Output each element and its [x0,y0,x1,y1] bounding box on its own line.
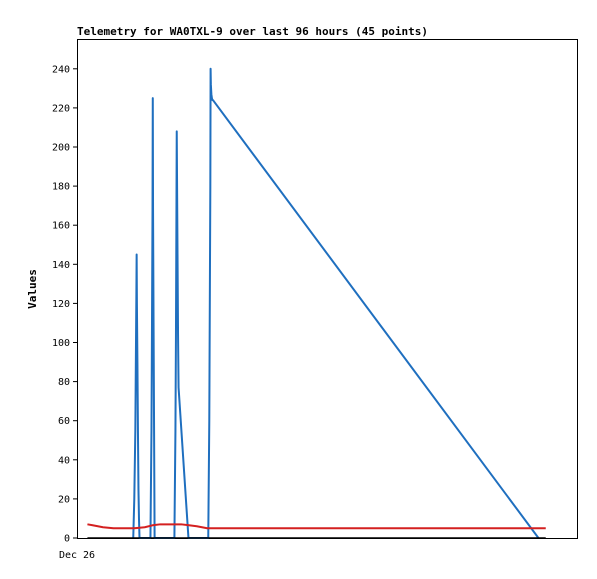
y-tick-label: 140 [52,260,70,271]
y-axis: 0 20 40 60 80 100 120 140 160 180 200 220 240 [52,64,77,545]
series-layer [87,67,546,539]
y-tick-label: 20 [58,494,70,505]
x-axis: Dec 26 [59,550,95,561]
y-tick-label: 160 [52,221,70,232]
x-tick-label: Dec 26 [59,550,95,561]
y-tick-label: 80 [58,377,70,388]
series-line-1 [132,67,540,539]
y-axis-label: Values [26,269,39,309]
y-tick-label: 60 [58,416,70,427]
y-tick-label: 220 [52,103,70,114]
y-tick-label: 180 [52,182,70,193]
series-line-2 [87,523,546,530]
y-tick-label: 200 [52,143,70,154]
y-tick-label: 240 [52,64,70,75]
y-tick-label: 100 [52,338,70,349]
y-tick-label: 0 [64,534,70,545]
chart-title: Telemetry for WA0TXL-9 over last 96 hour… [77,25,428,38]
y-tick-label: 120 [52,299,70,310]
y-tick-label: 40 [58,455,70,466]
